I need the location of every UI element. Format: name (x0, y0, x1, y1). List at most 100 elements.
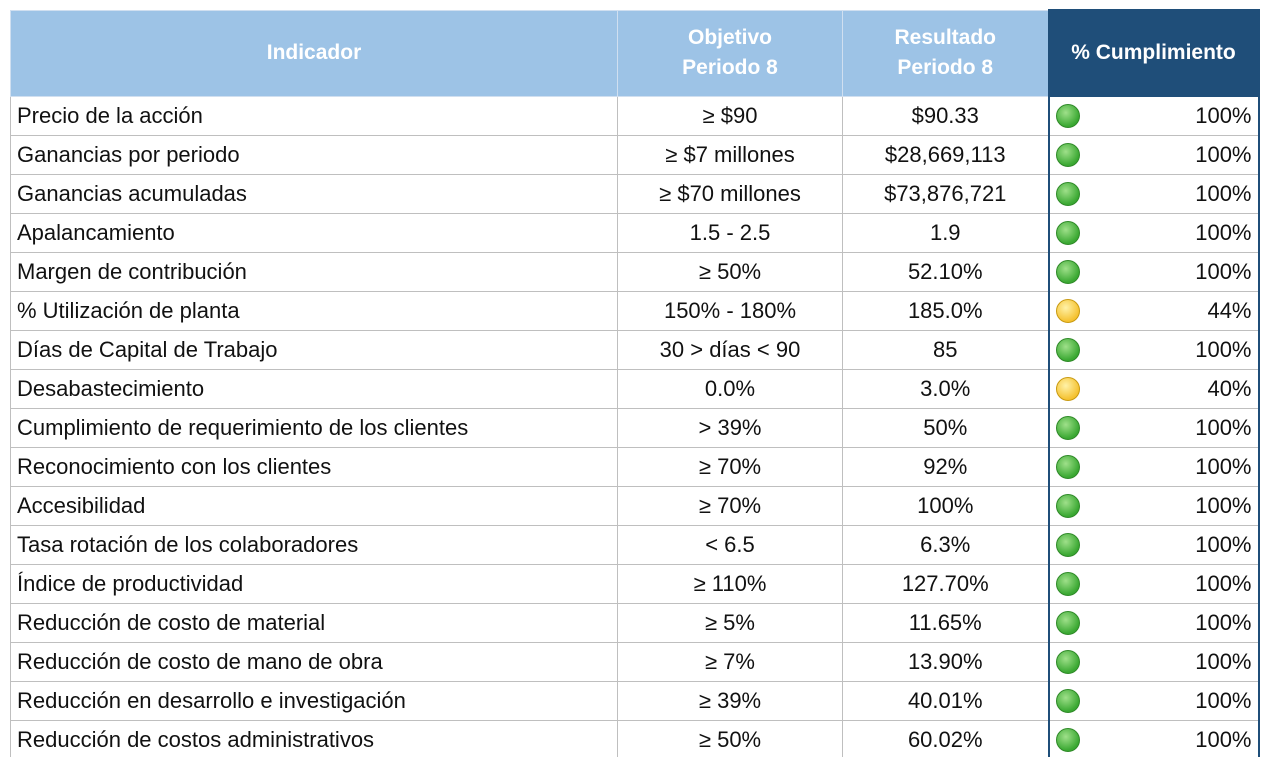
table-cell: Margen de contribución (10, 252, 618, 292)
table-cell: 100% (1047, 174, 1260, 214)
table-cell: 52.10% (842, 252, 1049, 292)
table-cell: 100% (842, 486, 1049, 526)
table-cell: 44% (1047, 291, 1260, 331)
table-row: Desabastecimiento 0.0% 3.0% 40% (10, 369, 1260, 409)
table-cell: Reconocimiento con los clientes (10, 447, 618, 487)
status-icon (1055, 416, 1080, 440)
status-icon (1055, 455, 1080, 479)
table-row: % Utilización de planta 150% - 180% 185.0%… (10, 291, 1260, 331)
table-cell: 100% (1047, 525, 1260, 565)
status-icon (1055, 533, 1080, 557)
percent-text: 100% (1195, 571, 1252, 596)
table-body: Precio de la acción ≥ $90 $90.33 100% Gananc… (10, 95, 1260, 757)
kpi-table: Indicador Objetivo Periodo 8 Resultado Per… (10, 9, 1260, 757)
table-cell: Apalancamiento (10, 213, 618, 253)
percent-text: 100% (1195, 220, 1252, 245)
table-cell: 100% (1047, 408, 1260, 448)
table-cell: 13.90% (842, 642, 1049, 682)
status-icon (1055, 338, 1080, 362)
table-cell: $73,876,721 (842, 174, 1049, 214)
table-row: Precio de la acción ≥ $90 $90.33 100% (10, 95, 1260, 136)
table-cell: 6.3% (842, 525, 1049, 565)
table-cell: Accesibilidad (10, 486, 618, 526)
status-icon (1055, 182, 1080, 206)
table-row: Reducción en desarrollo e investigación ≥… (10, 681, 1260, 721)
table-cell: $28,669,113 (842, 135, 1049, 175)
table-cell: 100% (1047, 252, 1260, 292)
table-cell: > 39% (617, 408, 843, 448)
percent-text: 100% (1195, 415, 1252, 440)
table-cell: Tasa rotación de los colaboradores (10, 525, 618, 565)
percent-text: 100% (1195, 103, 1252, 128)
table-cell: 185.0% (842, 291, 1049, 331)
table-cell: 92% (842, 447, 1049, 487)
table-cell: ≥ 50% (617, 720, 843, 757)
table-cell: ≥ 110% (617, 564, 843, 604)
header-cell: Objetivo Periodo 8 (617, 9, 843, 97)
status-icon (1055, 104, 1080, 128)
percent-text: 100% (1195, 532, 1252, 557)
percent-text: 100% (1195, 493, 1252, 518)
table-row: Reducción de costo de material ≥ 5% 11.65%… (10, 603, 1260, 643)
table-cell: 100% (1047, 486, 1260, 526)
table-row: Reducción de costos administrativos ≥ 50%… (10, 720, 1260, 757)
table-cell: 100% (1047, 603, 1260, 643)
table-cell: 0.0% (617, 369, 843, 409)
table-cell: ≥ 7% (617, 642, 843, 682)
table-row: Reconocimiento con los clientes ≥ 70% 92% 1… (10, 447, 1260, 487)
table-cell: 60.02% (842, 720, 1049, 757)
header-row: Indicador Objetivo Periodo 8 Resultado Per… (10, 9, 1260, 97)
table-row: Días de Capital de Trabajo 30 > días < 90… (10, 330, 1260, 370)
percent-text: 100% (1195, 649, 1252, 674)
status-icon (1055, 260, 1080, 284)
table-cell: 11.65% (842, 603, 1049, 643)
table-cell: Reducción de costo de material (10, 603, 618, 643)
table-cell: ≥ 70% (617, 447, 843, 487)
table-cell: 150% - 180% (617, 291, 843, 331)
status-icon (1055, 611, 1080, 635)
status-icon (1055, 689, 1080, 713)
table-cell: % Utilización de planta (10, 291, 618, 331)
status-icon (1055, 143, 1080, 167)
table-row: Ganancias por periodo ≥ $7 millones $28,66… (10, 135, 1260, 175)
table-cell: 1.9 (842, 213, 1049, 253)
status-icon (1055, 221, 1080, 245)
table-cell: 100% (1047, 447, 1260, 487)
status-icon (1055, 728, 1080, 752)
table-cell: ≥ 5% (617, 603, 843, 643)
percent-text: 100% (1195, 337, 1252, 362)
percent-text: 44% (1207, 298, 1252, 323)
table-cell: Índice de productividad (10, 564, 618, 604)
status-icon (1055, 650, 1080, 674)
table-cell: Ganancias acumuladas (10, 174, 618, 214)
percent-text: 40% (1207, 376, 1252, 401)
table-cell: Reducción de costos administrativos (10, 720, 618, 757)
table-cell: ≥ $70 millones (617, 174, 843, 214)
percent-text: 100% (1195, 181, 1252, 206)
table-cell: Precio de la acción (10, 95, 618, 136)
status-icon (1055, 299, 1080, 323)
table-cell: 100% (1047, 95, 1260, 136)
table-cell: 3.0% (842, 369, 1049, 409)
status-icon (1055, 494, 1080, 518)
percent-text: 100% (1195, 454, 1252, 479)
table-cell: Cumplimiento de requerimiento de los cli… (10, 408, 618, 448)
table-cell: 100% (1047, 564, 1260, 604)
table-cell: Desabastecimiento (10, 369, 618, 409)
table-row: Apalancamiento 1.5 - 2.5 1.9 100% (10, 213, 1260, 253)
table-cell: ≥ $7 millones (617, 135, 843, 175)
percent-text: 100% (1195, 259, 1252, 284)
header-cell: % Cumplimiento (1047, 9, 1260, 97)
table-cell: 1.5 - 2.5 (617, 213, 843, 253)
percent-text: 100% (1195, 688, 1252, 713)
table-cell: 100% (1047, 135, 1260, 175)
table-row: Reducción de costo de mano de obra ≥ 7% 13… (10, 642, 1260, 682)
status-icon (1055, 572, 1080, 596)
table-row: Margen de contribución ≥ 50% 52.10% 100% (10, 252, 1260, 292)
table-cell: ≥ 39% (617, 681, 843, 721)
table-cell: 50% (842, 408, 1049, 448)
table-row: Ganancias acumuladas ≥ $70 millones $73,87… (10, 174, 1260, 214)
table-cell: < 6.5 (617, 525, 843, 565)
status-icon (1055, 377, 1080, 401)
